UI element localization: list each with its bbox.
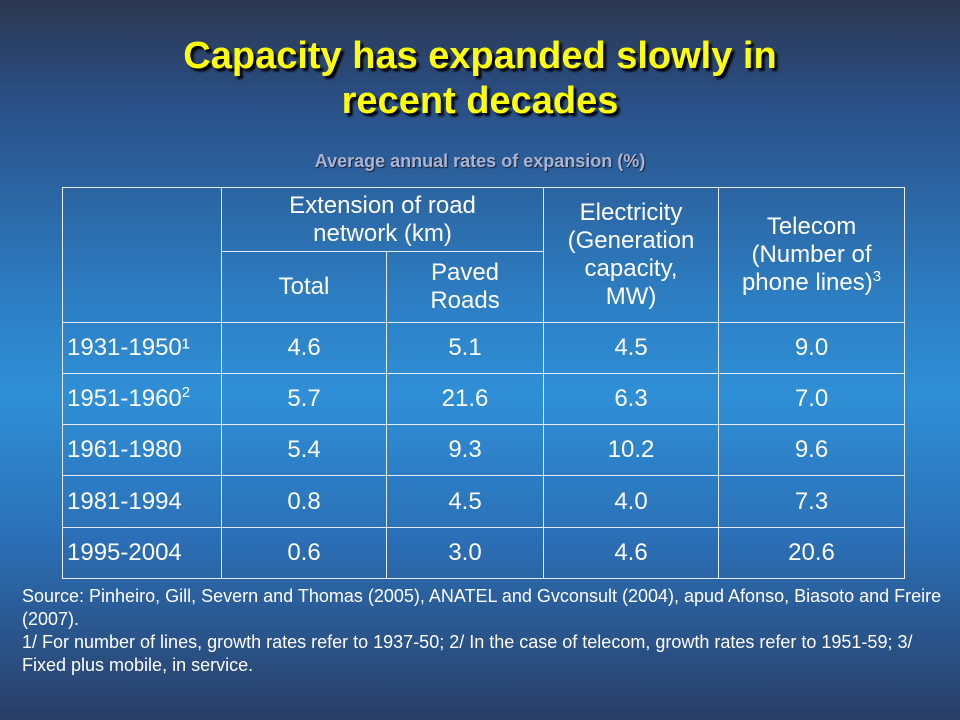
header-telecom: Telecom (Number of phone lines): [741, 212, 873, 296]
header-telecom-cell: Telecom (Number of phone lines)3: [718, 187, 906, 323]
cell-paved: 4.5: [385, 475, 545, 528]
table-row: 1931-1950¹ 4.6 5.1 4.5 9.0: [62, 321, 906, 374]
period-label: 1951-1960: [67, 385, 182, 413]
cell-electricity: 4.6: [543, 526, 720, 580]
cell-telecom: 7.3: [718, 475, 906, 528]
row-period: 1981-1994: [62, 475, 222, 528]
row-period: 1931-1950¹: [62, 321, 222, 374]
cell-paved: 9.3: [385, 424, 545, 477]
cell-telecom: 9.6: [718, 424, 906, 477]
period-label: 1931-1950¹: [67, 333, 190, 361]
cell-paved: 3.0: [385, 526, 545, 580]
cell-telecom: 20.6: [718, 526, 906, 580]
period-label: 1961-1980: [67, 436, 182, 464]
cell-paved: 5.1: [385, 321, 545, 374]
table-row: 1981-1994 0.8 4.5 4.0 7.3: [62, 475, 906, 528]
title-line-2: recent decades: [341, 80, 619, 122]
cell-electricity: 4.0: [543, 475, 720, 528]
cell-paved: 21.6: [385, 372, 545, 426]
table-subtitle: Average annual rates of expansion (%): [314, 151, 646, 171]
table-row: 1961-1980 5.4 9.3 10.2 9.6: [62, 424, 906, 477]
row-period: 1995-2004: [62, 526, 222, 580]
table-row: 1951-19602 5.7 21.6 6.3 7.0: [62, 372, 906, 426]
row-period: 1961-1980: [62, 424, 222, 477]
header-road-network: Extension of road network (km): [220, 186, 545, 253]
cell-total: 5.7: [221, 372, 387, 426]
cell-electricity: 10.2: [543, 424, 720, 477]
header-telecom-footnote: 3: [872, 267, 882, 285]
cell-total: 4.6: [221, 321, 387, 374]
header-electricity: Electricity (Generation capacity, MW): [543, 187, 720, 323]
header-total: Total: [221, 251, 387, 323]
expansion-rates-table: Extension of road network (km) Electrici…: [62, 186, 906, 580]
cell-total: 0.6: [221, 526, 387, 580]
cell-telecom: 9.0: [718, 321, 906, 374]
period-label: 1981-1994: [67, 487, 182, 515]
source-note: Source: Pinheiro, Gill, Severn and Thoma…: [22, 586, 942, 629]
header-corner-cell: [62, 187, 222, 323]
row-period: 1951-19602: [62, 372, 222, 426]
slide-title: Capacity has expanded slowly in recent d…: [0, 34, 960, 124]
cell-electricity: 4.5: [543, 321, 720, 374]
table-row: 1995-2004 0.6 3.0 4.6 20.6: [62, 526, 906, 580]
header-row-2: Total Paved Roads: [63, 251, 905, 323]
cell-electricity: 6.3: [543, 372, 720, 426]
period-footnote: 2: [181, 384, 191, 402]
title-line-1: Capacity has expanded slowly in: [183, 35, 777, 77]
header-row-1: Extension of road network (km) Electrici…: [62, 186, 906, 323]
period-label: 1995-2004: [67, 538, 182, 566]
cell-total: 0.8: [221, 475, 387, 528]
footnotes: Source: Pinheiro, Gill, Severn and Thoma…: [22, 585, 942, 677]
cell-telecom: 7.0: [718, 372, 906, 426]
notes-text: 1/ For number of lines, growth rates ref…: [22, 632, 913, 675]
header-paved-roads: Paved Roads: [385, 251, 545, 323]
cell-total: 5.4: [221, 424, 387, 477]
